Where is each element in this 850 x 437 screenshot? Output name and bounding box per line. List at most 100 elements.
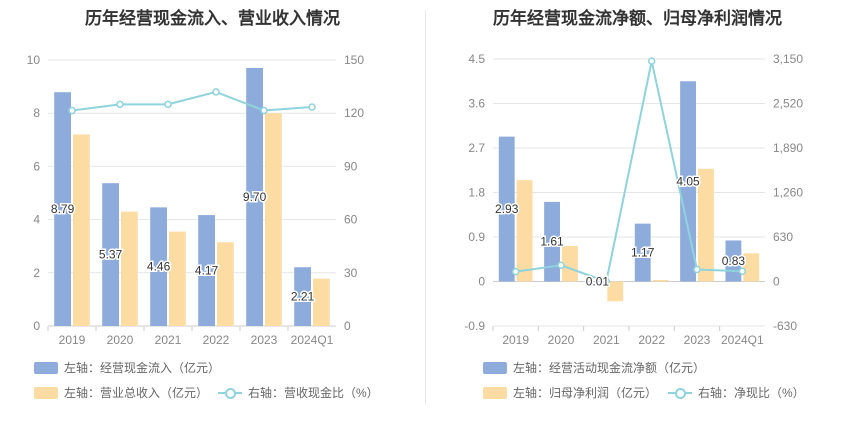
bar-data-label: 2.21 — [291, 290, 315, 304]
legend-label: 左轴：归母净利润（亿元） — [513, 386, 658, 400]
legend-item[interactable]: 左轴：归母净利润（亿元） — [483, 384, 657, 401]
bar-左轴：经营现金流入（亿元） — [54, 92, 71, 326]
bar-左轴：归母净利润（亿元） — [652, 280, 669, 282]
line-point — [260, 106, 268, 115]
legend-label: 右轴：净现比（%） — [698, 386, 805, 400]
right-tick-label: 1,260 — [773, 186, 803, 200]
legend-item[interactable]: 右轴：营收现金比（%） — [218, 384, 379, 401]
left-tick-label: 4.5 — [468, 52, 485, 66]
bar-左轴：营业总收入（亿元） — [121, 211, 138, 326]
bar-data-label: 0.83 — [722, 254, 746, 268]
chart-panel-left: 历年经营现金流入、营业收入情况 0 0 2 30 4 60 6 90 8 120 10 150 2019… — [27, 9, 379, 401]
line-point — [511, 267, 520, 276]
left-tick-label: 8 — [33, 106, 40, 120]
bar-左轴：经营活动现金流净额（亿元） — [498, 136, 515, 282]
bar-左轴：归母净利润（亿元） — [607, 281, 624, 302]
line-point — [557, 261, 565, 270]
x-tick-label: 2024Q1 — [721, 333, 764, 347]
bar-data-label: 1.61 — [540, 235, 564, 249]
bar-左轴：归母净利润（亿元） — [698, 168, 714, 282]
legend-swatch — [34, 386, 58, 399]
left-tick-label: 10 — [27, 53, 41, 67]
bar-左轴：经营现金流入（亿元） — [246, 67, 263, 326]
line-point — [602, 277, 611, 286]
bar-data-label: 9.70 — [243, 190, 267, 204]
left-tick-label: -0.9 — [464, 319, 485, 333]
right-tick-label: 30 — [344, 266, 358, 280]
right-tick-label: -630 — [773, 319, 797, 333]
left-tick-label: 2 — [33, 266, 40, 280]
x-tick-label: 2022 — [203, 333, 230, 347]
line-point — [116, 100, 124, 109]
line-point — [68, 106, 76, 115]
left-tick-label: 6 — [33, 159, 40, 173]
x-tick-label: 2021 — [593, 333, 620, 347]
bar-左轴：营业总收入（亿元） — [265, 113, 282, 326]
x-tick-label: 2021 — [155, 333, 182, 347]
bar-左轴：经营现金流入（亿元） — [294, 267, 311, 326]
bar-data-label: 1.17 — [631, 246, 655, 260]
legend-line-swatch — [218, 387, 242, 399]
x-tick-label: 2020 — [107, 333, 134, 347]
chart-left-svg: 0 0 2 30 4 60 6 90 8 120 10 150 2019 2020 2021 2022 2023… — [27, 53, 365, 347]
legend-item[interactable]: 左轴：营业总收入（亿元） — [34, 384, 208, 401]
right-tick-label: 630 — [773, 230, 793, 244]
right-tick-label: 1,890 — [773, 141, 803, 155]
x-tick-label: 2019 — [502, 333, 529, 347]
left-tick-label: 2.7 — [468, 141, 485, 155]
right-tick-label: 120 — [344, 106, 364, 120]
bar-data-label: 8.79 — [51, 202, 75, 216]
bar-左轴：经营现金流入（亿元） — [198, 215, 215, 326]
bar-data-label: 0.01 — [586, 274, 610, 288]
left-tick-label: 0.9 — [468, 230, 485, 244]
bar-左轴：经营活动现金流净额（亿元） — [544, 201, 560, 282]
bar-左轴：归母净利润（亿元） — [743, 253, 760, 282]
line-右轴：净现比（%） — [515, 60, 743, 283]
left-tick-label: 3.6 — [468, 97, 485, 111]
x-tick-label: 2024Q1 — [291, 333, 334, 347]
legend-label: 左轴：经营现金流入（亿元） — [64, 361, 221, 375]
left-tick-label: 4 — [33, 213, 40, 227]
panel-divider — [425, 10, 426, 405]
left-tick-label: 1.8 — [468, 186, 485, 200]
legend-swatch — [34, 361, 58, 374]
legend-label: 左轴：营业总收入（亿元） — [64, 386, 209, 400]
right-tick-label: 0 — [344, 319, 351, 333]
right-tick-label: 3,150 — [773, 52, 803, 66]
bar-左轴：营业总收入（亿元） — [169, 231, 186, 326]
bar-左轴：经营活动现金流净额（亿元） — [634, 223, 651, 282]
legend-item[interactable]: 左轴：经营现金流入（亿元） — [34, 359, 220, 376]
chart-right-svg: -0.9 -630 0 0 0.9 630 1.8 1,260 2.7 1,890 3.6 2,520… — [464, 52, 803, 347]
line-point — [647, 57, 656, 65]
right-tick-label: 2,520 — [773, 97, 803, 111]
bar-左轴：归母净利润（亿元） — [516, 180, 533, 282]
x-tick-label: 2023 — [251, 333, 278, 347]
line-point — [738, 267, 747, 276]
line-point — [693, 265, 701, 274]
x-tick-label: 2020 — [548, 333, 575, 347]
bar-data-label: 2.93 — [495, 202, 519, 216]
legend-swatch — [483, 361, 507, 374]
legend-item[interactable]: 右轴：净现比（%） — [668, 384, 805, 401]
legend-item[interactable]: 左轴：经营活动现金流净额（亿元） — [483, 359, 705, 376]
line-point — [308, 103, 316, 111]
bar-左轴：经营现金流入（亿元） — [150, 207, 167, 326]
bar-data-label: 4.17 — [195, 264, 219, 278]
legend-line-swatch — [668, 387, 692, 399]
bar-左轴：营业总收入（亿元） — [73, 134, 90, 326]
bar-data-label: 4.46 — [147, 260, 171, 274]
chart-title: 历年经营现金流净额、归母净利润情况 — [493, 9, 782, 28]
x-tick-label: 2022 — [638, 333, 665, 347]
bar-左轴：营业总收入（亿元） — [217, 242, 234, 326]
chart-panel-right: 历年经营现金流净额、归母净利润情况 -0.9 -630 0 0 0.9 630 1.8 1,2… — [425, 0, 850, 437]
right-tick-label: 60 — [344, 213, 358, 227]
x-tick-label: 2019 — [59, 333, 86, 347]
bar-左轴：经营现金流入（亿元） — [102, 183, 119, 326]
bar-data-label: 4.05 — [676, 174, 700, 188]
legend-swatch — [483, 386, 507, 399]
chart-title: 历年经营现金流入、营业收入情况 — [85, 9, 340, 28]
bar-左轴：归母净利润（亿元） — [562, 245, 578, 282]
bar-左轴：经营活动现金流净额（亿元） — [680, 81, 696, 282]
bar-左轴：经营活动现金流净额（亿元） — [589, 281, 606, 282]
bar-data-label: 5.37 — [99, 248, 123, 262]
